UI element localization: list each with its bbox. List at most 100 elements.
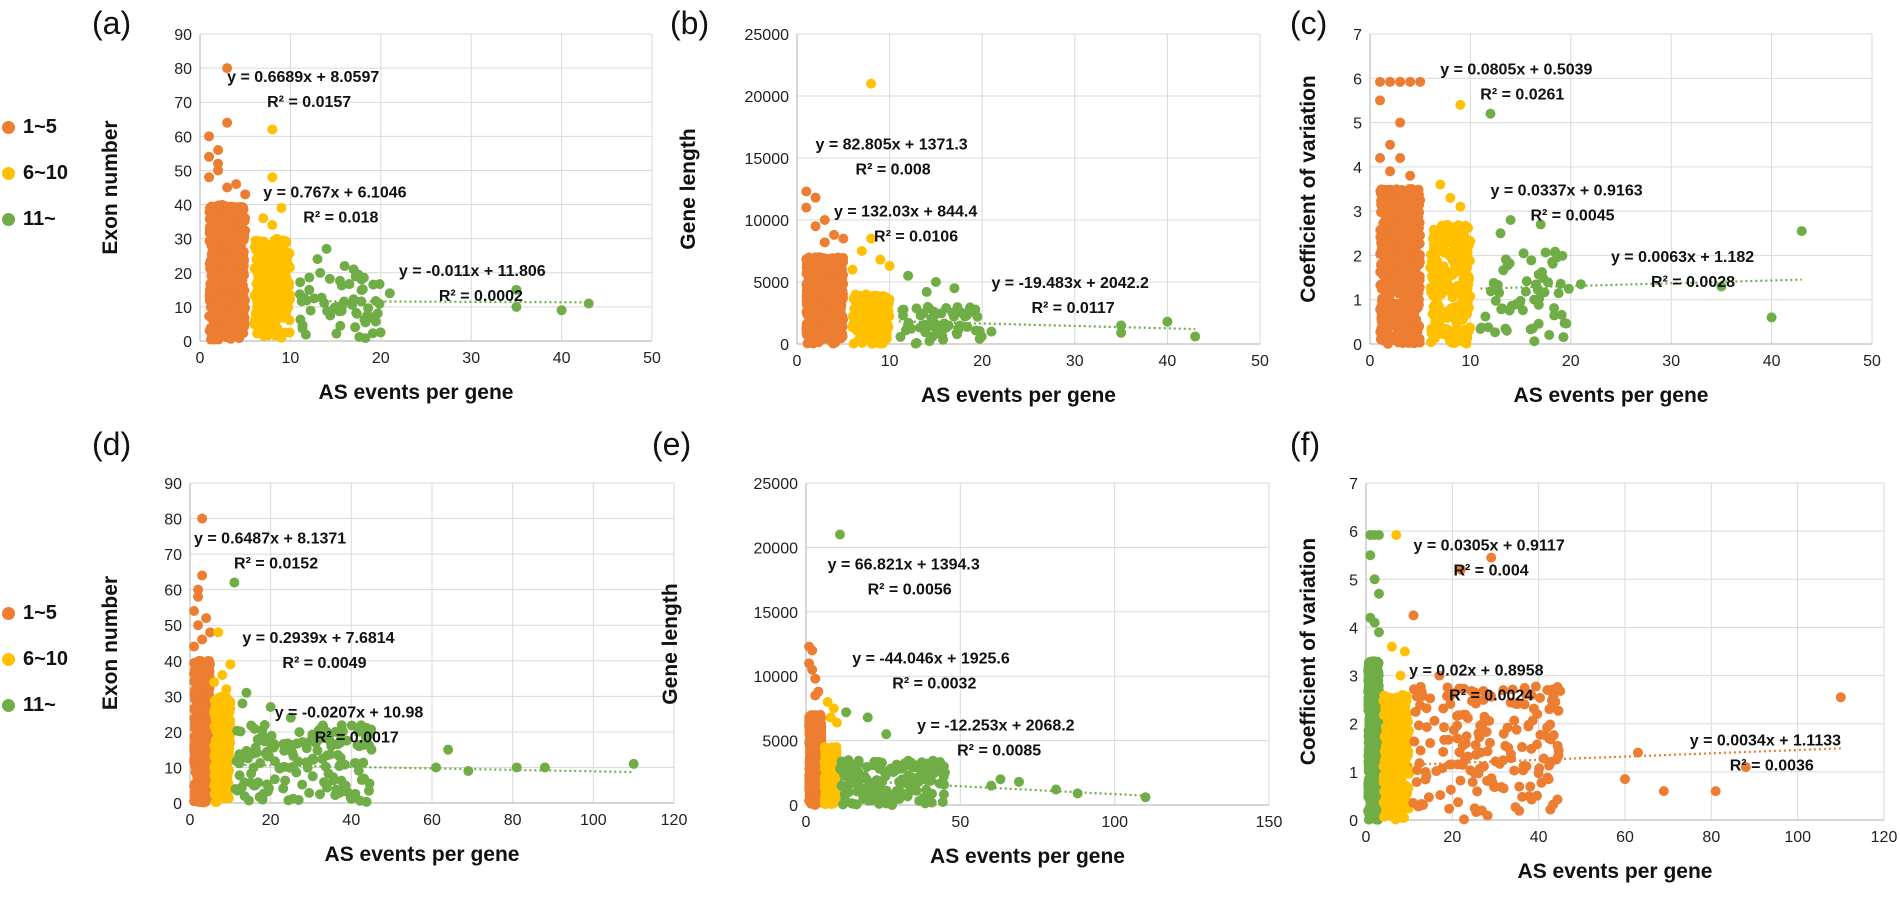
y-tick-label: 20 <box>174 266 192 283</box>
data-point <box>193 591 204 602</box>
data-point <box>854 302 865 313</box>
data-point <box>321 243 332 254</box>
data-point <box>1435 179 1446 190</box>
data-point <box>1376 310 1387 321</box>
r-squared-label: R² = 0.0261 <box>1480 87 1564 104</box>
data-point <box>197 513 208 524</box>
r-squared-label: R² = 0.0028 <box>1651 274 1735 291</box>
data-point <box>1488 277 1499 288</box>
data-point <box>324 273 335 284</box>
data-point <box>1408 217 1419 228</box>
data-point <box>241 687 252 698</box>
data-point <box>213 165 224 176</box>
data-point <box>1445 192 1456 203</box>
data-point <box>819 215 830 225</box>
data-point <box>1455 201 1466 212</box>
data-point <box>295 314 306 325</box>
data-point <box>1414 259 1425 270</box>
data-point <box>267 124 278 135</box>
y-tick-label: 7 <box>1353 27 1362 44</box>
data-point <box>813 310 824 321</box>
data-point <box>231 328 242 339</box>
data-point <box>813 722 824 733</box>
data-point <box>233 206 244 217</box>
data-point <box>1550 246 1561 257</box>
data-point <box>1505 215 1516 225</box>
data-point <box>204 151 215 162</box>
data-point <box>280 775 291 786</box>
data-point <box>1490 327 1501 338</box>
data-point <box>204 131 215 142</box>
data-point <box>1547 258 1558 269</box>
data-point <box>190 732 201 743</box>
data-point <box>278 307 289 318</box>
data-point <box>1766 312 1777 323</box>
data-point <box>274 762 285 773</box>
data-point <box>628 758 639 769</box>
legend-item: 6~10 <box>0 647 110 671</box>
data-point <box>1116 320 1127 331</box>
data-point <box>1461 333 1472 344</box>
data-point <box>354 331 365 342</box>
x-tick-label: 50 <box>1251 353 1269 370</box>
data-point <box>300 329 311 340</box>
y-tick-label: 25000 <box>754 476 799 493</box>
trendline <box>299 300 589 304</box>
y-tick-label: 10 <box>164 760 182 777</box>
data-point <box>217 228 228 239</box>
data-point <box>1385 166 1396 177</box>
trend-equation: y = -19.483x + 2042.2 <box>991 275 1149 292</box>
data-point <box>1413 284 1424 295</box>
data-point <box>1413 232 1424 243</box>
data-point <box>189 641 200 652</box>
chart-panel: (b)0 10 20 30 40 500500010000150002000025000A… <box>670 5 1269 407</box>
data-point <box>1526 255 1537 266</box>
data-point <box>876 317 887 328</box>
x-tick-label: 100 <box>580 812 607 829</box>
data-point <box>825 334 836 345</box>
data-point <box>272 323 283 334</box>
x-tick-label: 10 <box>881 353 899 370</box>
data-point <box>222 117 233 128</box>
y-tick-label: 60 <box>174 129 192 146</box>
data-point <box>283 795 294 806</box>
data-point <box>1398 286 1409 297</box>
y-axis-title: Gene length <box>677 128 700 249</box>
data-point <box>1378 242 1389 253</box>
data-point <box>309 293 320 304</box>
data-point <box>192 772 203 783</box>
data-point <box>556 305 567 316</box>
data-point <box>258 788 269 799</box>
x-tick-label: 0 <box>802 814 811 831</box>
data-point <box>307 771 318 782</box>
data-point <box>1395 117 1406 128</box>
legend-label: 1~5 <box>23 601 57 624</box>
y-tick-label: 4 <box>1353 160 1362 177</box>
x-tick-label: 120 <box>661 812 688 829</box>
legend-label: 11~ <box>23 207 56 230</box>
data-point <box>1375 153 1386 163</box>
data-point <box>279 280 290 291</box>
data-point <box>1385 76 1396 87</box>
y-tick-label: 30 <box>174 232 192 249</box>
data-point <box>301 743 312 754</box>
x-tick-label: 50 <box>951 814 969 831</box>
y-tick-label: 80 <box>174 61 192 78</box>
panel-label: (c) <box>1290 5 1327 41</box>
trend-equation: y = 0.0063x + 1.182 <box>1611 249 1754 266</box>
trend-equation: y = 0.0805x + 0.5039 <box>1440 62 1592 79</box>
data-point <box>194 788 205 799</box>
data-point <box>801 186 812 197</box>
data-point <box>304 272 315 283</box>
x-tick-label: 30 <box>462 350 480 367</box>
data-point <box>209 677 220 688</box>
y-tick-label: 80 <box>164 512 182 529</box>
data-point <box>276 202 287 213</box>
y-tick-label: 40 <box>164 654 182 671</box>
data-point <box>838 233 849 244</box>
x-tick-label: 20 <box>262 812 280 829</box>
trend-equation: y = 0.0337x + 0.9163 <box>1490 183 1642 200</box>
legend-item: 11~ <box>0 693 110 717</box>
data-point <box>1460 269 1471 280</box>
data-point <box>245 777 256 788</box>
